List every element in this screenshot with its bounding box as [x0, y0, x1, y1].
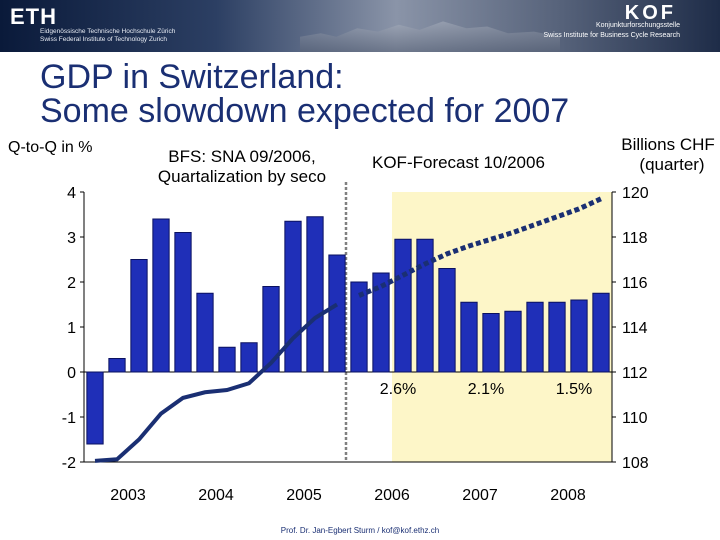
kof-subtitle-en: Swiss Institute for Business Cycle Resea… [543, 32, 680, 39]
right-tick-label: 120 [622, 185, 649, 202]
bar-2008Q1 [526, 301, 544, 373]
bar-2007Q4 [504, 310, 522, 373]
bar-2004Q4 [240, 342, 258, 373]
right-axis-title-line2: (quarter) [639, 155, 704, 174]
x-year-label: 2003 [110, 487, 146, 504]
x-year-label: 2006 [374, 487, 410, 504]
eth-subtitle-de: Eidgenössische Technische Hochschule Zür… [40, 28, 176, 35]
source-annotation-line1: BFS: SNA 09/2006, [168, 147, 315, 166]
bar-2005Q4 [328, 254, 346, 373]
bar-2008Q2 [548, 301, 566, 373]
bar-2007Q2 [460, 301, 478, 373]
x-year-label: 2007 [462, 487, 498, 504]
right-tick-label: 114 [622, 320, 648, 337]
right-axis-title-line1: Billions CHF [621, 135, 715, 154]
annual-growth-label: 2.6% [380, 381, 416, 398]
left-axis-title: Q-to-Q in % [8, 139, 92, 156]
bar-2006Q4 [416, 238, 434, 373]
bar-2007Q3 [482, 313, 500, 373]
left-tick-label: 2 [67, 275, 76, 292]
left-tick-label: -1 [62, 410, 76, 427]
footer-contact: Prof. Dr. Jan-Egbert Sturm / kof@kof.eth… [280, 526, 440, 535]
left-tick-label: 3 [67, 230, 76, 247]
bar-2007Q1 [438, 268, 456, 373]
left-tick-label: -2 [62, 455, 76, 472]
x-year-label: 2004 [198, 487, 234, 504]
forecast-annotation: KOF-Forecast 10/2006 [372, 153, 545, 172]
bar-2004Q2 [196, 292, 214, 373]
slide-title: GDP in Switzerland: Some slowdown expect… [40, 60, 569, 128]
bar-2005Q1 [262, 286, 280, 373]
slide-title-line1: GDP in Switzerland: [40, 58, 344, 96]
source-annotation-line2: Quartalization by seco [158, 167, 326, 186]
bar-2006Q1 [350, 281, 368, 373]
right-tick-label: 108 [622, 455, 649, 472]
bar-2003Q1 [86, 371, 104, 445]
right-tick-label: 110 [622, 410, 648, 427]
gdp-level-forecast-line [358, 196, 603, 298]
bar-2005Q3 [306, 216, 324, 373]
kof-subtitle-de: Konjunkturforschungsstelle [595, 22, 680, 29]
eth-subtitle-en: Swiss Federal Institute of Technology Zu… [40, 36, 168, 43]
header-banner: ETH Eidgenössische Technische Hochschule… [0, 0, 720, 52]
left-tick-label: 4 [67, 185, 76, 202]
bar-2003Q2 [108, 358, 126, 373]
left-tick-label: 1 [67, 320, 76, 337]
bar-2008Q3 [570, 299, 588, 373]
annual-growth-label: 1.5% [556, 381, 592, 398]
kof-logo: KOF [624, 2, 676, 24]
right-tick-label: 116 [622, 275, 648, 292]
left-tick-label: 0 [67, 365, 76, 382]
right-tick-label: 118 [622, 230, 648, 247]
bar-2006Q3 [394, 238, 412, 373]
eth-logo: ETH [10, 4, 57, 29]
bar-2006Q2 [372, 272, 390, 373]
annual-growth-label: 2.1% [468, 381, 504, 398]
bar-2003Q4 [152, 218, 170, 373]
x-year-label: 2005 [286, 487, 322, 504]
bar-2008Q4 [592, 292, 610, 373]
bar-2005Q2 [284, 220, 302, 373]
bar-2003Q3 [130, 259, 148, 373]
x-year-label: 2008 [550, 487, 586, 504]
bar-2004Q3 [218, 346, 236, 373]
bar-2004Q1 [174, 232, 192, 373]
gdp-level-line [94, 302, 339, 463]
right-tick-label: 112 [622, 365, 648, 382]
slide-title-line2: Some slowdown expected for 2007 [40, 92, 570, 130]
